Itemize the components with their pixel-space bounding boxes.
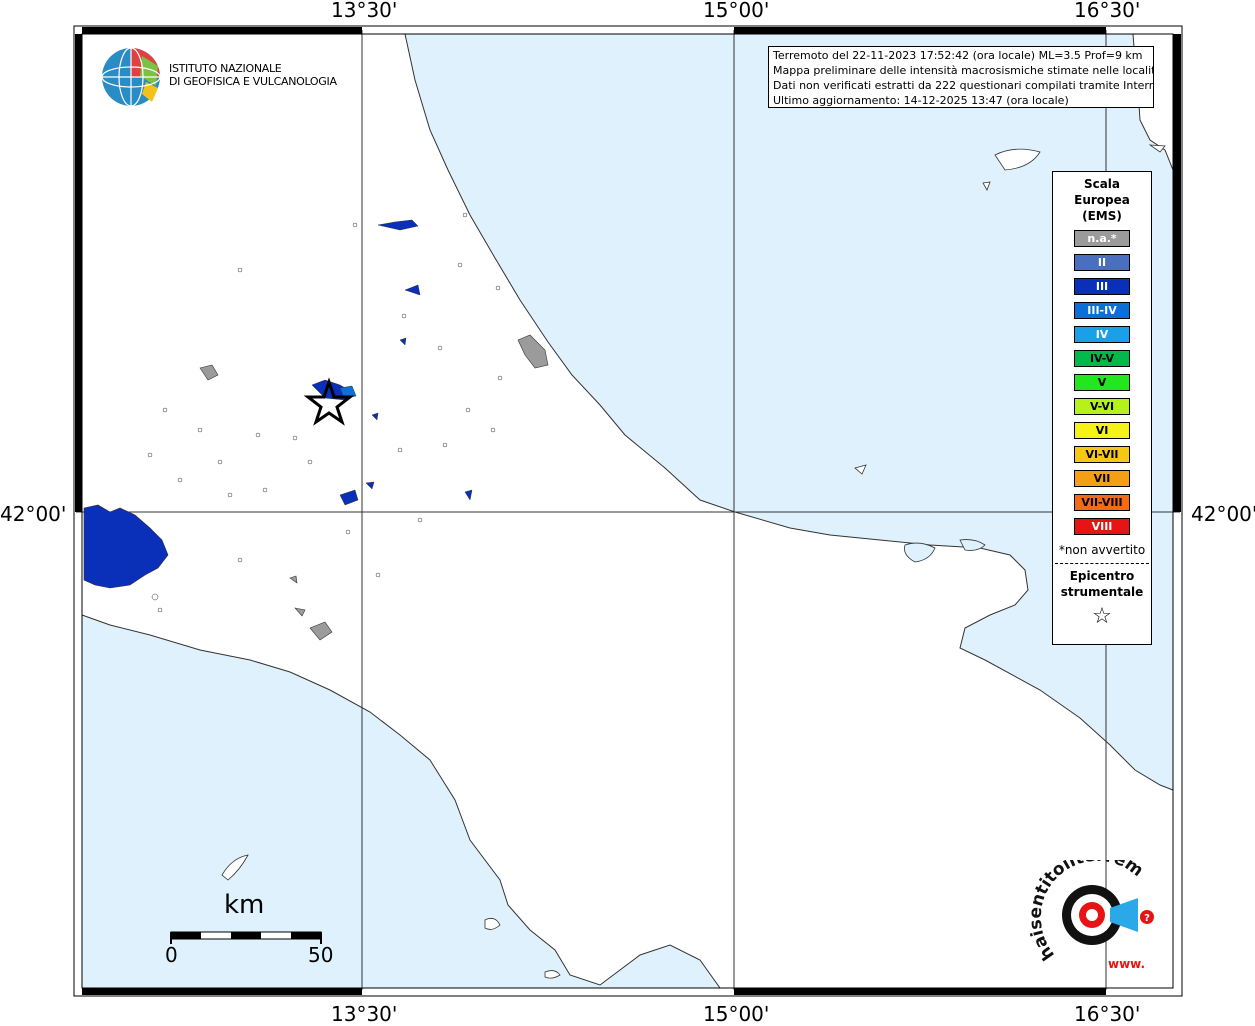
legend-epicenter-line2: strumentale xyxy=(1060,585,1144,599)
lake-varano xyxy=(959,539,986,551)
legend-epicenter-line1: Epicentro xyxy=(1069,569,1135,583)
legend-swatch-vivii: VI-VII xyxy=(1074,446,1130,463)
land-mass xyxy=(81,33,1174,989)
na-area-small2 xyxy=(289,575,298,584)
island-small-2 xyxy=(854,464,867,475)
scale-max: 50 xyxy=(308,943,334,967)
scale-unit: km xyxy=(224,890,265,920)
earthquake-info-box: Terremoto del 22-11-2023 17:52:42 (ora l… xyxy=(768,46,1154,108)
legend-swatch-na: n.a.* xyxy=(1074,230,1130,247)
legend-swatch-iiiiv: III-IV xyxy=(1074,302,1130,319)
legend-swatch-viii: VIII xyxy=(1074,518,1130,535)
scale-bar: km 0 50 xyxy=(160,888,340,978)
epicenter-star-icon: ☆ xyxy=(1092,604,1112,629)
legend-swatch-ii: II xyxy=(1074,254,1130,271)
legend-swatch-iv: IV xyxy=(1074,326,1130,343)
legend-items: n.a.* II III III-IV IV IV-V V V-VI VI VI-VII VII VI… xyxy=(1053,230,1151,535)
ems-legend: Scala Europea (EMS) n.a.* II III III-IV IV IV… xyxy=(1052,171,1152,645)
top-tick-1330: 13°30' xyxy=(331,0,398,22)
ingv-name: ISTITUTO NAZIONALE DI GEOFISICA E VULCAN… xyxy=(169,62,337,88)
legend-swatch-v: V xyxy=(1074,374,1130,391)
legend-separator xyxy=(1055,563,1149,564)
legend-epicenter-title: Epicentro strumentale xyxy=(1053,568,1151,600)
legend-swatch-viiviii: VII-VIII xyxy=(1074,494,1130,511)
island-ischia xyxy=(484,917,501,930)
hst-prefix-text: www. xyxy=(1108,957,1145,971)
island-small-1 xyxy=(1148,144,1166,153)
ingv-globe-icon xyxy=(101,47,161,107)
ingv-logo: ISTITUTO NAZIONALE DI GEOFISICA E VULCAN… xyxy=(100,46,337,108)
legend-swatch-vii: VII xyxy=(1074,470,1130,487)
na-area-rieti xyxy=(199,364,219,381)
island-capri xyxy=(544,970,561,979)
legend-swatch-vvi: V-VI xyxy=(1074,398,1130,415)
ingv-name-line2: DI GEOFISICA E VULCANOLOGIA xyxy=(169,75,337,88)
scale-min: 0 xyxy=(165,943,178,967)
na-area-pescara xyxy=(517,334,549,369)
intensity-area-rome xyxy=(83,504,169,589)
info-line-description: Mappa preliminare delle intensità macros… xyxy=(773,64,1154,77)
bottom-tick-1500: 15°00' xyxy=(703,1002,770,1026)
legend-swatch-iii: III xyxy=(1074,278,1130,295)
intensity-patch-iiiiv xyxy=(339,385,357,399)
legend-title-line2: Europea xyxy=(1074,193,1130,207)
na-area-frosinone xyxy=(309,621,333,641)
bottom-tick-1630: 16°30' xyxy=(1074,1002,1141,1026)
small-localities xyxy=(147,212,503,613)
top-tick-1630: 16°30' xyxy=(1074,0,1141,22)
hst-logo[interactable]: ? haisentitoilterremoto.it www. xyxy=(1024,845,1170,980)
island-ponza xyxy=(221,854,249,881)
intensity-patches xyxy=(311,219,473,506)
scale-bar-graphic xyxy=(170,931,322,944)
legend-title-line1: Scala xyxy=(1083,177,1121,191)
na-area-small1 xyxy=(294,607,306,617)
island-small-3 xyxy=(982,181,991,191)
bottom-tick-1330: 13°30' xyxy=(331,1002,398,1026)
legend-title-line3: (EMS) xyxy=(1082,209,1122,223)
island-lastovo xyxy=(994,148,1041,171)
top-tick-1500: 15°00' xyxy=(703,0,770,22)
epicenter-star-marker xyxy=(303,377,355,426)
legend-swatch-ivv: IV-V xyxy=(1074,350,1130,367)
legend-swatch-vi: VI xyxy=(1074,422,1130,439)
legend-note: *non avvertito xyxy=(1058,543,1146,557)
map-frame xyxy=(73,25,1183,997)
left-lat-label: 42°00' xyxy=(0,502,67,526)
hst-target-icon: ? haisentitoilterremoto.it www. xyxy=(1024,845,1154,971)
right-lat-label: 42°00' xyxy=(1191,502,1255,526)
lake-lesina xyxy=(904,542,936,563)
info-line-updated: Ultimo aggiornamento: 14-12-2025 13:47 (… xyxy=(773,94,1069,107)
svg-text:?: ? xyxy=(1144,913,1150,924)
legend-title: Scala Europea (EMS) xyxy=(1053,176,1151,224)
info-line-event: Terremoto del 22-11-2023 17:52:42 (ora l… xyxy=(773,49,1143,62)
info-line-data-source: Dati non verificati estratti da 222 ques… xyxy=(773,79,1154,92)
ingv-name-line1: ISTITUTO NAZIONALE xyxy=(169,62,282,75)
